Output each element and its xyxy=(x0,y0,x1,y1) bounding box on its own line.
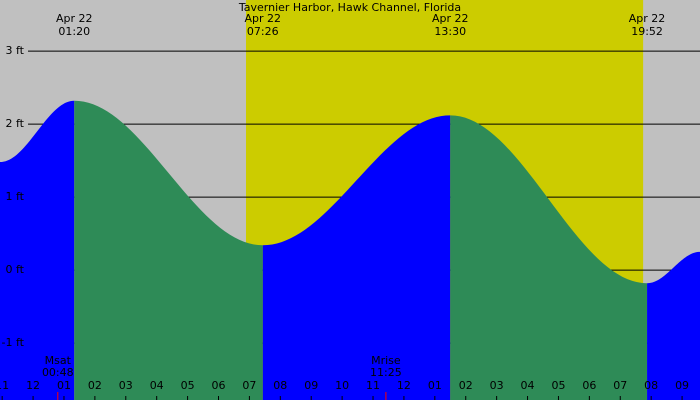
x-tick-label: 01 xyxy=(57,379,71,392)
moon-label: Msat xyxy=(45,354,72,367)
x-tick-label: 04 xyxy=(521,379,535,392)
y-tick-label: 1 ft xyxy=(6,190,25,203)
y-tick-label: 0 ft xyxy=(6,263,25,276)
x-tick-label: 07 xyxy=(613,379,627,392)
x-tick-label: 11 xyxy=(366,379,380,392)
x-tick-label: 07 xyxy=(242,379,256,392)
x-tick-label: 11 xyxy=(0,379,9,392)
x-tick-label: 02 xyxy=(459,379,473,392)
y-tick-label: -1 ft xyxy=(2,336,25,349)
x-tick-label: 03 xyxy=(119,379,133,392)
x-tick-label: 03 xyxy=(490,379,504,392)
extreme-date: Apr 22 xyxy=(245,12,282,25)
x-tick-label: 04 xyxy=(150,379,164,392)
rising-tide xyxy=(0,100,75,400)
x-tick-label: 09 xyxy=(304,379,318,392)
extreme-time: 07:26 xyxy=(247,25,279,38)
falling-tide xyxy=(74,100,263,400)
x-tick-label: 12 xyxy=(26,379,40,392)
extreme-time: 13:30 xyxy=(434,25,466,38)
extreme-time: 01:20 xyxy=(58,25,90,38)
x-tick-label: 08 xyxy=(273,379,287,392)
moon-time: 11:25 xyxy=(370,366,402,379)
chart-title: Tavernier Harbor, Hawk Channel, Florida xyxy=(238,1,461,14)
moon-time: 00:48 xyxy=(42,366,74,379)
x-tick-label: 06 xyxy=(211,379,225,392)
x-tick-label: 01 xyxy=(428,379,442,392)
falling-tide xyxy=(450,115,648,400)
x-tick-label: 02 xyxy=(88,379,102,392)
extreme-time: 19:52 xyxy=(631,25,663,38)
x-tick-label: 05 xyxy=(551,379,565,392)
y-tick-label: 3 ft xyxy=(6,44,25,57)
y-tick-label: 2 ft xyxy=(6,117,25,130)
x-tick-label: 06 xyxy=(582,379,596,392)
x-tick-label: 12 xyxy=(397,379,411,392)
extreme-date: Apr 22 xyxy=(56,12,93,25)
moon-label: Mrise xyxy=(371,354,401,367)
extreme-date: Apr 22 xyxy=(629,12,666,25)
x-tick-label: 10 xyxy=(335,379,349,392)
x-tick-label: 05 xyxy=(181,379,195,392)
rising-tide xyxy=(262,115,451,400)
rising-tide xyxy=(647,251,700,400)
x-tick-label: 09 xyxy=(675,379,689,392)
extreme-date: Apr 22 xyxy=(432,12,469,25)
x-tick-label: 08 xyxy=(644,379,658,392)
